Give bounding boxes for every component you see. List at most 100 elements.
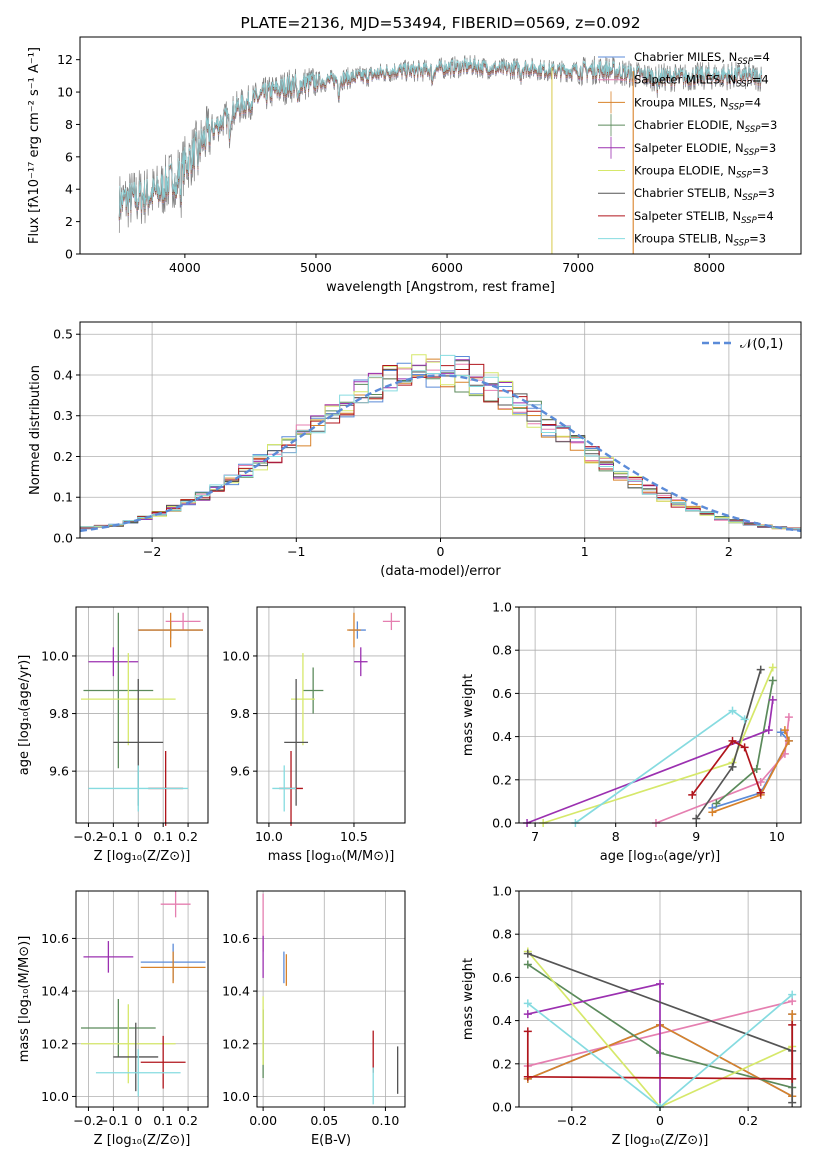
- grid-lines: [80, 322, 801, 539]
- weight-marker: [692, 814, 701, 823]
- weight-line-4: [527, 982, 661, 1107]
- y-tick-label: 8: [65, 117, 73, 132]
- x-axis-label: age [log₁₀(age/yr)]: [600, 849, 721, 864]
- histogram-8: [80, 354, 801, 538]
- y-tick-label: 10.0: [41, 1089, 69, 1104]
- weight-marker: [728, 706, 737, 715]
- axes-frame: [518, 606, 802, 824]
- y-tick-label: 0.0: [492, 1100, 512, 1115]
- weight-line-7: [526, 1024, 794, 1080]
- y-tick-label: 6: [65, 149, 73, 164]
- x-axis-label: wavelength [Angstrom, rest frame]: [326, 280, 555, 295]
- weight-marker: [523, 1072, 532, 1081]
- weight-marker: [780, 726, 789, 735]
- x-tick-label: 0.1: [153, 1113, 173, 1128]
- y-tick-label: 0.4: [492, 729, 512, 744]
- x-tick-label: −0.2: [557, 1113, 587, 1128]
- error-point-5: [80, 653, 176, 746]
- grid-lines: [519, 606, 801, 824]
- legend-label-7: Salpeter STELIB, NSSP=4: [634, 209, 774, 226]
- y-tick-label: 0: [65, 247, 73, 262]
- x-tick-label: −0.1: [98, 829, 128, 844]
- weight-marker: [788, 1074, 797, 1083]
- weight-marker: [768, 695, 777, 704]
- weight-marker: [788, 1010, 797, 1019]
- error-point-8: [272, 765, 297, 812]
- error-point-8: [95, 1049, 181, 1097]
- y-tick-label: 10.2: [41, 1036, 69, 1051]
- y-tick-label: 0.4: [492, 1013, 512, 1028]
- x-tick-label: 0: [437, 544, 445, 559]
- y-tick-label: 4: [65, 182, 73, 197]
- error-point-4: [88, 647, 139, 677]
- x-axis-label: E(B-V): [311, 1133, 351, 1148]
- y-tick-label: 0.3: [53, 408, 73, 423]
- error-point-5: [291, 653, 315, 746]
- y-tick-label: 10.4: [41, 984, 69, 999]
- grid-lines: [257, 607, 405, 823]
- x-axis-label: Z [log₁₀(Z/Z⊙)]: [94, 849, 191, 864]
- error-point-1: [160, 891, 191, 918]
- legend-label-4: Salpeter ELODIE, NSSP=3: [634, 141, 776, 158]
- y-tick-label: 0.4: [53, 367, 73, 382]
- error-point-3: [302, 667, 324, 714]
- legend-normal-label: 𝒩(0,1): [740, 337, 783, 352]
- legend-label-6: Chabrier STELIB, NSSP=3: [634, 186, 775, 203]
- weight-marker: [756, 777, 765, 786]
- y-tick-label: 9.8: [49, 706, 69, 721]
- weight-marker: [728, 762, 737, 771]
- x-tick-label: 10.5: [340, 829, 368, 844]
- y-axis-label: mass weight: [461, 958, 476, 1040]
- weight-marker: [768, 676, 777, 685]
- x-tick-label: 0: [134, 1113, 142, 1128]
- y-tick-label: 10: [57, 85, 73, 100]
- weight-marker: [712, 799, 721, 808]
- error-point-2: [138, 612, 204, 648]
- y-tick-label: 10.0: [222, 1089, 250, 1104]
- legend-label-0: Chabrier MILES, NSSP=4: [634, 50, 770, 67]
- y-tick-label: 0.1: [53, 490, 73, 505]
- legend-label-8: Kroupa STELIB, NSSP=3: [634, 232, 766, 249]
- x-tick-label: 10: [769, 829, 785, 844]
- weight-marker: [788, 1098, 797, 1107]
- error-point-4: [353, 647, 368, 677]
- legend-label-2: Kroupa MILES, NSSP=4: [634, 95, 761, 112]
- error-point-8: [88, 765, 189, 812]
- axes-frame: [75, 890, 209, 1108]
- error-point-4: [83, 941, 134, 973]
- x-tick-label: 10.0: [255, 829, 283, 844]
- y-axis-label: Flux [fλ10⁻¹⁷ erg cm⁻² s⁻¹ A⁻¹]: [27, 47, 42, 244]
- weight-marker: [784, 713, 793, 722]
- weight-marker: [756, 788, 765, 797]
- y-tick-label: 9.8: [230, 706, 250, 721]
- x-tick-label: 5000: [300, 260, 332, 275]
- y-tick-label: 0.0: [53, 531, 73, 546]
- x-tick-label: 1: [581, 544, 589, 559]
- weight-marker: [756, 665, 765, 674]
- y-tick-label: 10.6: [41, 931, 69, 946]
- weight-marker: [764, 726, 773, 735]
- y-tick-label: 10.0: [222, 648, 250, 663]
- x-tick-label: 9: [692, 829, 700, 844]
- y-axis-label: mass weight: [461, 674, 476, 756]
- x-tick-label: 6000: [431, 260, 463, 275]
- y-tick-label: 1.0: [492, 600, 512, 615]
- weight-marker: [776, 728, 785, 737]
- weight-marker: [728, 736, 737, 745]
- axes-frame: [256, 606, 406, 824]
- chart-title: PLATE=2136, MJD=53494, FIBERID=0569, z=0…: [240, 14, 640, 32]
- legend-label-5: Kroupa ELODIE, NSSP=3: [634, 164, 769, 181]
- weight-marker: [523, 999, 532, 1008]
- x-tick-label: 0.1: [153, 829, 173, 844]
- weight-marker: [523, 1027, 532, 1036]
- x-tick-label: −0.2: [73, 1113, 103, 1128]
- weight-marker: [788, 1020, 797, 1029]
- error-point-1: [382, 612, 400, 631]
- weight-marker: [523, 960, 532, 969]
- y-tick-label: 9.6: [49, 764, 69, 779]
- weight-marker: [708, 808, 717, 817]
- error-point-3: [83, 612, 154, 769]
- error-point-2: [347, 612, 361, 648]
- weight-marker: [740, 715, 749, 724]
